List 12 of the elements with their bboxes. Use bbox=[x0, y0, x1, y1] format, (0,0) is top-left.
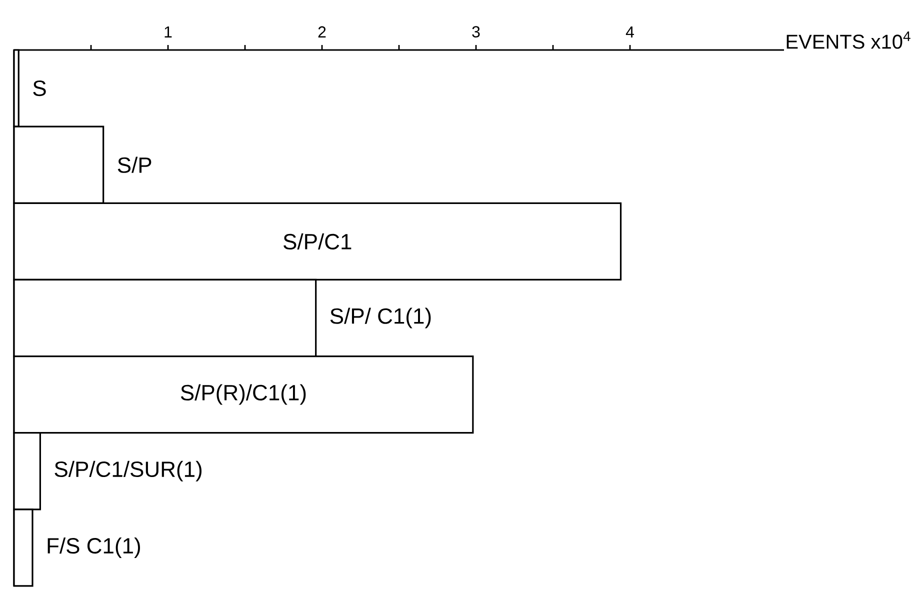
y-tick-label: F/S C1(1) bbox=[48, 537, 140, 558]
y-tick-label: S/P(R)/C1(1) bbox=[180, 384, 306, 405]
y-tick-label: S bbox=[33, 80, 46, 96]
x-tick-label: 4 bbox=[626, 26, 634, 38]
x-axis-title: EVENTS x10$^{4}$ bbox=[786, 31, 910, 49]
y-tick-label: S/P/C1 bbox=[284, 233, 352, 250]
x-tick-label: 1 bbox=[164, 26, 172, 38]
y-tick-label: S/P/C1/SUR(1) bbox=[54, 460, 202, 482]
y-tick-label: S/P bbox=[118, 156, 152, 173]
y-tick-label: S/P/ C1(1) bbox=[330, 308, 431, 328]
x-tick-label: 2 bbox=[318, 26, 326, 38]
x-tick-label: 3 bbox=[472, 26, 480, 38]
